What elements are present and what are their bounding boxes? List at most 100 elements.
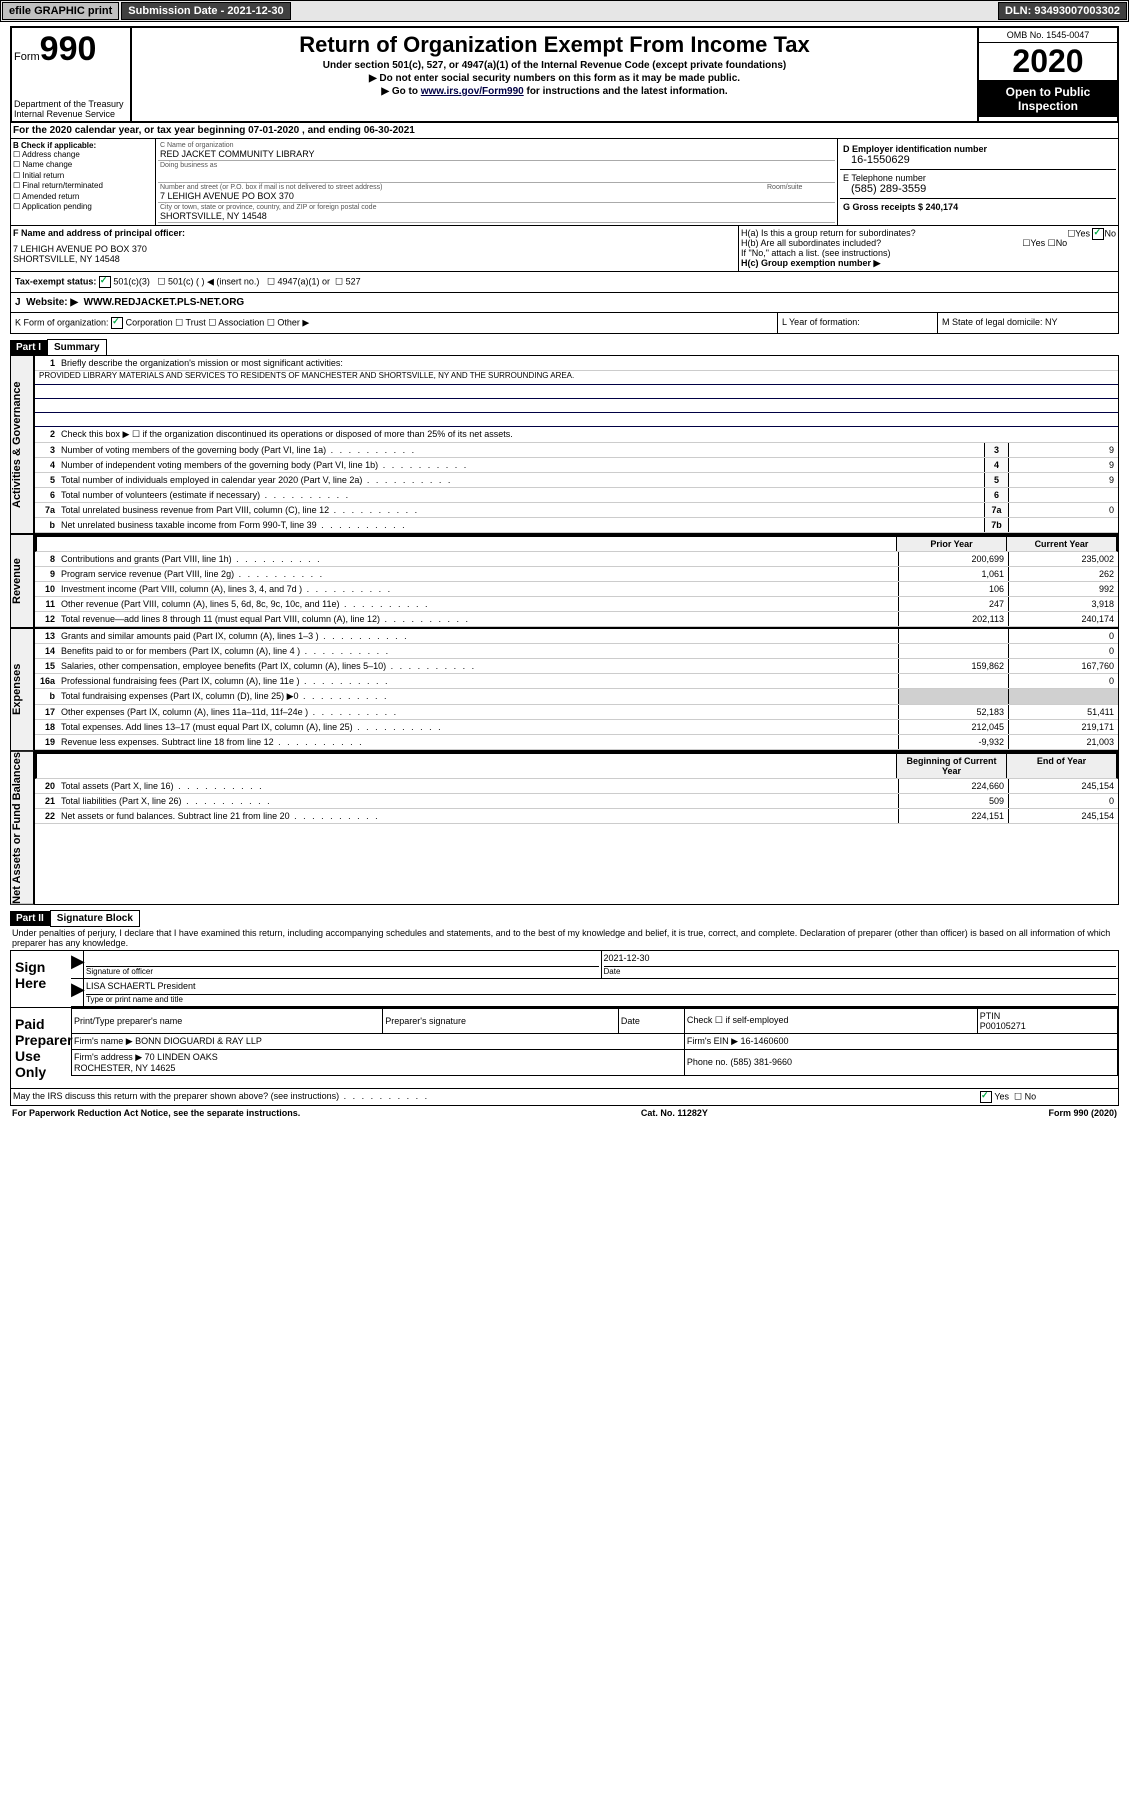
part2-title: Signature Block xyxy=(50,910,140,927)
discuss-yes-check[interactable] xyxy=(980,1091,992,1103)
footer-center: Cat. No. 11282Y xyxy=(641,1108,708,1118)
gov-row: 4Number of independent voting members of… xyxy=(35,458,1118,473)
chk-name-change[interactable]: Name change xyxy=(13,160,153,170)
org-city: SHORTSVILLE, NY 14548 xyxy=(160,211,833,221)
efile-button[interactable]: efile GRAPHIC print xyxy=(2,2,119,20)
org-name-label: C Name of organization xyxy=(160,142,833,149)
opt-527[interactable]: 527 xyxy=(346,276,361,286)
discuss-no[interactable]: No xyxy=(1025,1091,1037,1101)
col-c-org: C Name of organizationRED JACKET COMMUNI… xyxy=(156,139,838,225)
data-row: bTotal fundraising expenses (Part IX, co… xyxy=(35,689,1118,705)
data-row: 17Other expenses (Part IX, column (A), l… xyxy=(35,705,1118,720)
org-address: 7 LEHIGH AVENUE PO BOX 370 xyxy=(160,191,763,201)
irs-link[interactable]: www.irs.gov/Form990 xyxy=(421,86,524,97)
vtab-governance: Activities & Governance xyxy=(10,355,34,534)
city-label: City or town, state or province, country… xyxy=(160,204,833,211)
gov-row: bNet unrelated business taxable income f… xyxy=(35,518,1118,533)
l-year-formation: L Year of formation: xyxy=(778,313,938,333)
tax-status-label: Tax-exempt status: xyxy=(15,276,96,286)
ha-no-check[interactable] xyxy=(1092,228,1104,240)
sig-officer-label: Signature of officer xyxy=(86,967,153,976)
sig-arrow2-icon: ▶ xyxy=(71,979,83,1006)
firm-name-label: Firm's name ▶ xyxy=(74,1036,133,1046)
phone-value: (585) 381-9660 xyxy=(730,1057,792,1067)
chk-501c3[interactable] xyxy=(99,276,111,288)
line2-text: Check this box ▶ ☐ if the organization d… xyxy=(59,427,1118,442)
org-name: RED JACKET COMMUNITY LIBRARY xyxy=(160,149,833,159)
chk-application-pending[interactable]: Application pending xyxy=(13,202,153,212)
opt-other[interactable]: Other ▶ xyxy=(277,317,309,327)
mission-text: PROVIDED LIBRARY MATERIALS AND SERVICES … xyxy=(35,371,1118,385)
footer-left: For Paperwork Reduction Act Notice, see … xyxy=(12,1108,300,1118)
type-name-label: Type or print name and title xyxy=(86,995,183,1004)
hb-note: If "No," attach a list. (see instruction… xyxy=(741,248,1116,258)
prep-sig-label: Preparer's signature xyxy=(383,1008,619,1033)
row-a-taxyear: For the 2020 calendar year, or tax year … xyxy=(10,123,1119,139)
dln-label: DLN: 93493007003302 xyxy=(998,2,1127,20)
data-row: 11Other revenue (Part VIII, column (A), … xyxy=(35,597,1118,612)
chk-corporation[interactable] xyxy=(111,317,123,329)
data-row: 18Total expenses. Add lines 13–17 (must … xyxy=(35,720,1118,735)
line1-label: Briefly describe the organization's miss… xyxy=(59,356,1118,370)
hc-label: H(c) Group exemption number ▶ xyxy=(741,258,880,268)
opt-4947[interactable]: 4947(a)(1) or xyxy=(278,276,331,286)
part1-hdr: Part I xyxy=(10,340,47,355)
data-row: 13Grants and similar amounts paid (Part … xyxy=(35,629,1118,644)
ha-label: H(a) Is this a group return for subordin… xyxy=(741,228,916,238)
opt-501c[interactable]: 501(c) ( ) ◀ (insert no.) xyxy=(168,276,259,286)
chk-address-change[interactable]: Address change xyxy=(13,150,153,160)
ein-label: D Employer identification number xyxy=(843,144,987,154)
dept-label: Department of the Treasury Internal Reve… xyxy=(14,99,128,119)
firm-ein-label: Firm's EIN ▶ xyxy=(687,1036,738,1046)
omb-number: OMB No. 1545-0047 xyxy=(979,28,1117,43)
opt-assoc[interactable]: Association xyxy=(218,317,264,327)
sig-arrow-icon: ▶ xyxy=(71,951,83,978)
subtitle-2: ▶ Do not enter social security numbers o… xyxy=(136,73,973,84)
tel-label: E Telephone number xyxy=(843,173,926,183)
ha-yes[interactable]: Yes xyxy=(1075,228,1090,238)
hb-yes[interactable]: Yes xyxy=(1030,238,1045,248)
form-word: Form xyxy=(14,51,40,63)
tel-value: (585) 289-3559 xyxy=(843,183,1113,195)
self-emp-label[interactable]: Check ☐ if self-employed xyxy=(684,1008,977,1033)
form-number: 990 xyxy=(40,30,97,68)
col-d-right: D Employer identification number16-15506… xyxy=(838,139,1118,225)
submission-date-button[interactable]: Submission Date - 2021-12-30 xyxy=(121,2,290,20)
website-label: Website: ▶ xyxy=(26,297,78,308)
hb-no[interactable]: No xyxy=(1056,238,1068,248)
discuss-yes: Yes xyxy=(994,1091,1009,1101)
data-row: 14Benefits paid to or for members (Part … xyxy=(35,644,1118,659)
gov-row: 5Total number of individuals employed in… xyxy=(35,473,1118,488)
data-row: 19Revenue less expenses. Subtract line 1… xyxy=(35,735,1118,750)
firm-ein: 16-1460600 xyxy=(741,1036,789,1046)
firm-name: BONN DIOGUARDI & RAY LLP xyxy=(135,1036,262,1046)
footer-right: Form 990 (2020) xyxy=(1048,1108,1117,1118)
subtitle-3-post: for instructions and the latest informat… xyxy=(524,86,728,97)
vtab-netassets: Net Assets or Fund Balances xyxy=(10,751,34,905)
ha-no: No xyxy=(1104,228,1116,238)
gov-row: 3Number of voting members of the governi… xyxy=(35,443,1118,458)
col-current: Current Year xyxy=(1006,537,1116,551)
col-prior: Prior Year xyxy=(896,537,1006,551)
data-row: 22Net assets or fund balances. Subtract … xyxy=(35,809,1118,824)
paid-preparer-label: Paid Preparer Use Only xyxy=(11,1008,71,1088)
chk-initial-return[interactable]: Initial return xyxy=(13,171,153,181)
discuss-label: May the IRS discuss this return with the… xyxy=(11,1089,978,1105)
open-inspection: Open to Public Inspection xyxy=(979,81,1117,117)
col-beginning: Beginning of Current Year xyxy=(896,754,1006,778)
gross-receipts: G Gross receipts $ 240,174 xyxy=(843,202,958,212)
subtitle-1: Under section 501(c), 527, or 4947(a)(1)… xyxy=(136,60,973,71)
part2-hdr: Part II xyxy=(10,911,50,926)
opt-trust[interactable]: Trust xyxy=(186,317,206,327)
chk-amended[interactable]: Amended return xyxy=(13,192,153,202)
col-b-checkboxes: B Check if applicable: Address change Na… xyxy=(11,139,156,225)
opt-corp: Corporation xyxy=(126,317,173,327)
officer-label: F Name and address of principal officer: xyxy=(13,228,185,238)
data-row: 16aProfessional fundraising fees (Part I… xyxy=(35,674,1118,689)
chk-final-return[interactable]: Final return/terminated xyxy=(13,181,153,191)
prep-date-label: Date xyxy=(618,1008,684,1033)
tax-year: 2020 xyxy=(979,43,1117,81)
dba-label: Doing business as xyxy=(160,162,833,169)
vtab-expenses: Expenses xyxy=(10,628,34,751)
room-label: Room/suite xyxy=(767,184,833,191)
